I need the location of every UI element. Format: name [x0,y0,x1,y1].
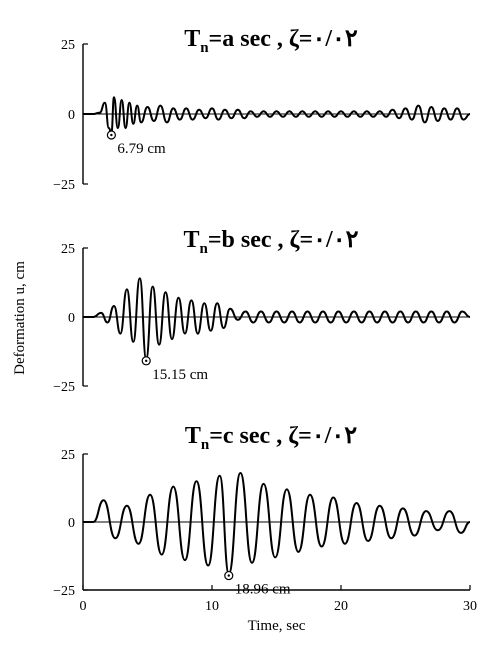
panel-title-rest: =a sec , ζ=٠/٠٢ [209,26,358,52]
panel-title-rest: =b sec , ζ=٠/٠٢ [208,227,359,253]
panel-2: Tn=b sec , ζ=٠/٠٢ 25 0 −25 15.15 cm [53,227,471,395]
panel-title-main: T [184,26,200,52]
series-line-1 [83,277,471,360]
x-tick-label: 10 [205,599,219,614]
peak-label: 15.15 cm [152,367,208,383]
panel-title: Tn=b sec , ζ=٠/٠٢ [184,227,359,257]
panel-title-subscript: n [200,40,209,56]
y-tick-label: 0 [68,311,75,326]
peak-label: 6.79 cm [117,141,166,157]
y-tick-label: 0 [68,516,75,531]
peak-marker-dot [145,359,148,363]
x-tick-label: 30 [463,599,477,614]
y-tick-label: −25 [53,178,75,193]
x-axis-label: Time, sec [248,618,306,634]
y-tick-label: −25 [53,380,75,395]
panel-title-rest: =c sec , ζ=٠/٠٢ [209,423,357,449]
y-tick-label: 25 [61,242,75,257]
panel-title-main: T [184,227,200,253]
y-tick-label: 0 [68,108,75,123]
y-tick-label: −25 [53,584,75,599]
panel-title: Tn=a sec , ζ=٠/٠٢ [184,26,358,56]
y-axis-label: Deformation u, cm [12,261,28,375]
y-tick-label: 25 [61,38,75,53]
panel-1: Tn=a sec , ζ=٠/٠٢ 25 0 −25 6.79 cm [53,26,471,193]
y-tick-label: 25 [61,448,75,463]
panel-title-subscript: n [201,437,210,453]
peak-marker-dot [110,133,113,137]
peak-marker-dot [227,574,230,577]
panel-3: Tn=c sec , ζ=٠/٠٢ 25 0 −25 0 10 20 30 Time, sec 1… [53,423,477,634]
x-tick-label: 20 [334,599,348,614]
panel-title-main: T [185,423,201,449]
x-tick-label: 0 [80,599,87,614]
series-line-1 [83,96,471,135]
series-line-1 [83,471,471,575]
peak-label: 18.96 cm [235,582,291,598]
panel-title: Tn=c sec , ζ=٠/٠٢ [185,423,357,453]
panel-title-subscript: n [200,241,209,257]
